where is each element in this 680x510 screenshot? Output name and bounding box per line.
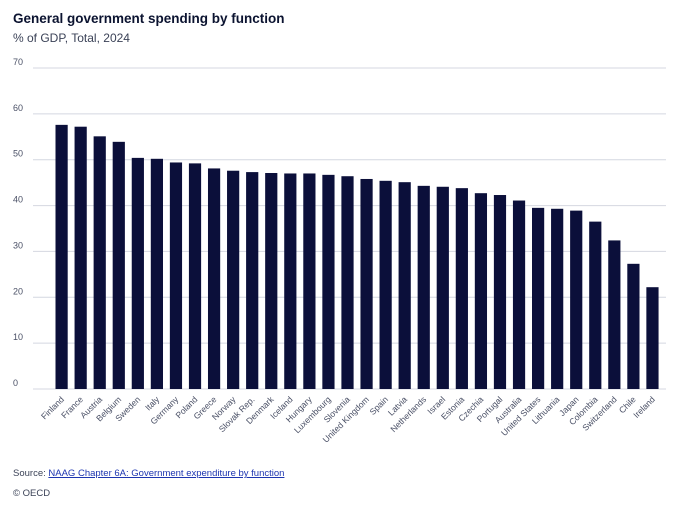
bar-latvia[interactable]	[398, 182, 411, 389]
x-tick-label: Spain	[367, 394, 390, 417]
chart-title: General government spending by function	[13, 11, 285, 26]
bar-slovenia[interactable]	[341, 176, 354, 389]
y-tick-label: 40	[13, 195, 23, 205]
bar-germany[interactable]	[169, 162, 183, 389]
y-tick-label: 30	[13, 240, 23, 250]
source-prefix: Source:	[13, 468, 49, 479]
y-tick-label: 10	[13, 332, 23, 342]
copyright-note: © OECD	[13, 488, 51, 499]
bar-colombia[interactable]	[589, 221, 602, 389]
bar-greece[interactable]	[207, 168, 221, 389]
bar-slovak-rep[interactable]	[246, 172, 259, 389]
bar-czechia[interactable]	[474, 193, 488, 389]
bar-norway[interactable]	[227, 170, 240, 389]
y-axis-ticks: 0 10 20 30 40 50 60 70	[13, 57, 23, 388]
bar-poland[interactable]	[188, 163, 202, 389]
bar-australia[interactable]	[512, 200, 526, 389]
y-tick-label: 60	[13, 103, 23, 113]
bar-israel[interactable]	[436, 186, 449, 389]
bar-united-states[interactable]	[532, 207, 545, 389]
bar-denmark[interactable]	[265, 173, 278, 389]
x-tick-label: Ireland	[631, 394, 657, 420]
bar-japan[interactable]	[570, 210, 583, 389]
bar-iceland[interactable]	[284, 173, 297, 389]
bar-luxembourg[interactable]	[322, 174, 335, 389]
chart-subtitle: % of GDP, Total, 2024	[13, 31, 130, 45]
bar-italy[interactable]	[150, 158, 163, 389]
bar-sweden[interactable]	[131, 157, 144, 389]
y-tick-label: 50	[13, 149, 23, 159]
bars	[55, 124, 659, 390]
bar-austria[interactable]	[93, 136, 106, 389]
bar-ireland[interactable]	[646, 287, 659, 389]
bar-netherlands[interactable]	[417, 185, 430, 389]
bar-spain[interactable]	[379, 180, 392, 389]
bar-portugal[interactable]	[493, 195, 507, 389]
bar-hungary[interactable]	[303, 173, 316, 389]
y-tick-label: 0	[13, 378, 18, 388]
bar-chart: 0 10 20 30 40 50 60 70 FinlandFranceAustriaBelg…	[13, 57, 666, 445]
bar-belgium[interactable]	[112, 141, 125, 389]
bar-france[interactable]	[74, 126, 87, 389]
bar-switzerland[interactable]	[608, 240, 621, 389]
bar-united-kingdom[interactable]	[360, 178, 373, 389]
bar-finland[interactable]	[55, 124, 68, 390]
source-link[interactable]: NAAG Chapter 6A: Government expenditure …	[48, 468, 285, 479]
bar-chile[interactable]	[627, 263, 640, 389]
bar-estonia[interactable]	[455, 188, 468, 389]
source-note: Source: NAAG Chapter 6A: Government expe…	[13, 468, 284, 479]
bar-lithuania[interactable]	[551, 208, 564, 389]
y-tick-label: 20	[13, 286, 23, 296]
y-tick-label: 70	[13, 57, 23, 67]
